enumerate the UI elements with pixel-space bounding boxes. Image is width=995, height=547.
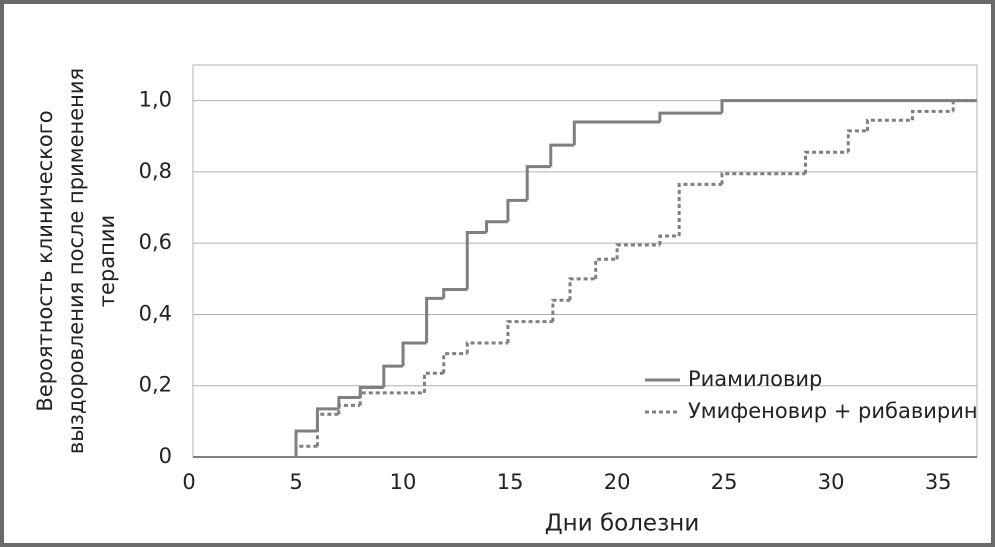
y-tick-label: 0,8 [139, 159, 172, 183]
legend-label: Риамиловир [688, 367, 822, 391]
step-line [294, 444, 318, 457]
step-line [951, 99, 977, 112]
y-axis-label-line: Вероятность клинического [33, 110, 57, 411]
x-tick-label: 15 [497, 470, 524, 494]
y-tick-label: 1,0 [139, 88, 172, 112]
step-line [294, 429, 318, 457]
step-line [337, 403, 361, 415]
step-line [506, 320, 553, 343]
step-line [506, 198, 528, 222]
step-line [442, 288, 468, 299]
step-line [525, 165, 551, 201]
step-line [425, 296, 444, 343]
step-line [551, 298, 571, 322]
step-line [846, 129, 868, 153]
step-line [594, 257, 618, 279]
step-line [615, 243, 660, 260]
step-line [465, 230, 487, 290]
step-line [911, 109, 954, 121]
step-line [358, 386, 384, 398]
step-line [315, 407, 339, 431]
step-line [572, 120, 660, 146]
x-tick-label: 10 [390, 470, 417, 494]
step-line [568, 277, 596, 301]
step-line [442, 352, 468, 374]
step-line [382, 364, 404, 388]
step-line [422, 371, 444, 393]
step-line [866, 118, 913, 131]
y-axis-label-line: терапии [95, 215, 119, 307]
x-tick-label: 30 [818, 470, 845, 494]
step-line [720, 172, 806, 185]
step-line [658, 234, 680, 245]
x-tick-label: 20 [604, 470, 631, 494]
step-line [803, 150, 849, 174]
step-line [549, 143, 575, 167]
step-line [315, 412, 339, 447]
x-tick-label: 25 [711, 470, 738, 494]
step-line [658, 111, 722, 123]
step-line [337, 395, 361, 409]
step-line [677, 182, 722, 237]
x-tick-label: 35 [925, 470, 952, 494]
y-tick-label: 0,4 [139, 301, 172, 325]
step-line [720, 99, 977, 114]
y-tick-label: 0,6 [139, 230, 172, 254]
legend-label: Умифеновир + рибавирин [688, 399, 978, 423]
y-axis-label-line: выздоровления после применения [64, 68, 88, 454]
step-line [358, 391, 425, 406]
x-axis-label: Дни болезни [545, 511, 700, 537]
x-tick-label: 5 [289, 470, 302, 494]
y-tick-label: 0 [159, 444, 172, 468]
step-line [401, 341, 427, 367]
step-line [465, 341, 508, 354]
y-tick-label: 0,2 [139, 373, 172, 397]
y-axis-label: Вероятность клинического выздоровления п… [33, 68, 119, 454]
x-tick-label: 0 [182, 470, 195, 494]
step-line [485, 220, 508, 233]
